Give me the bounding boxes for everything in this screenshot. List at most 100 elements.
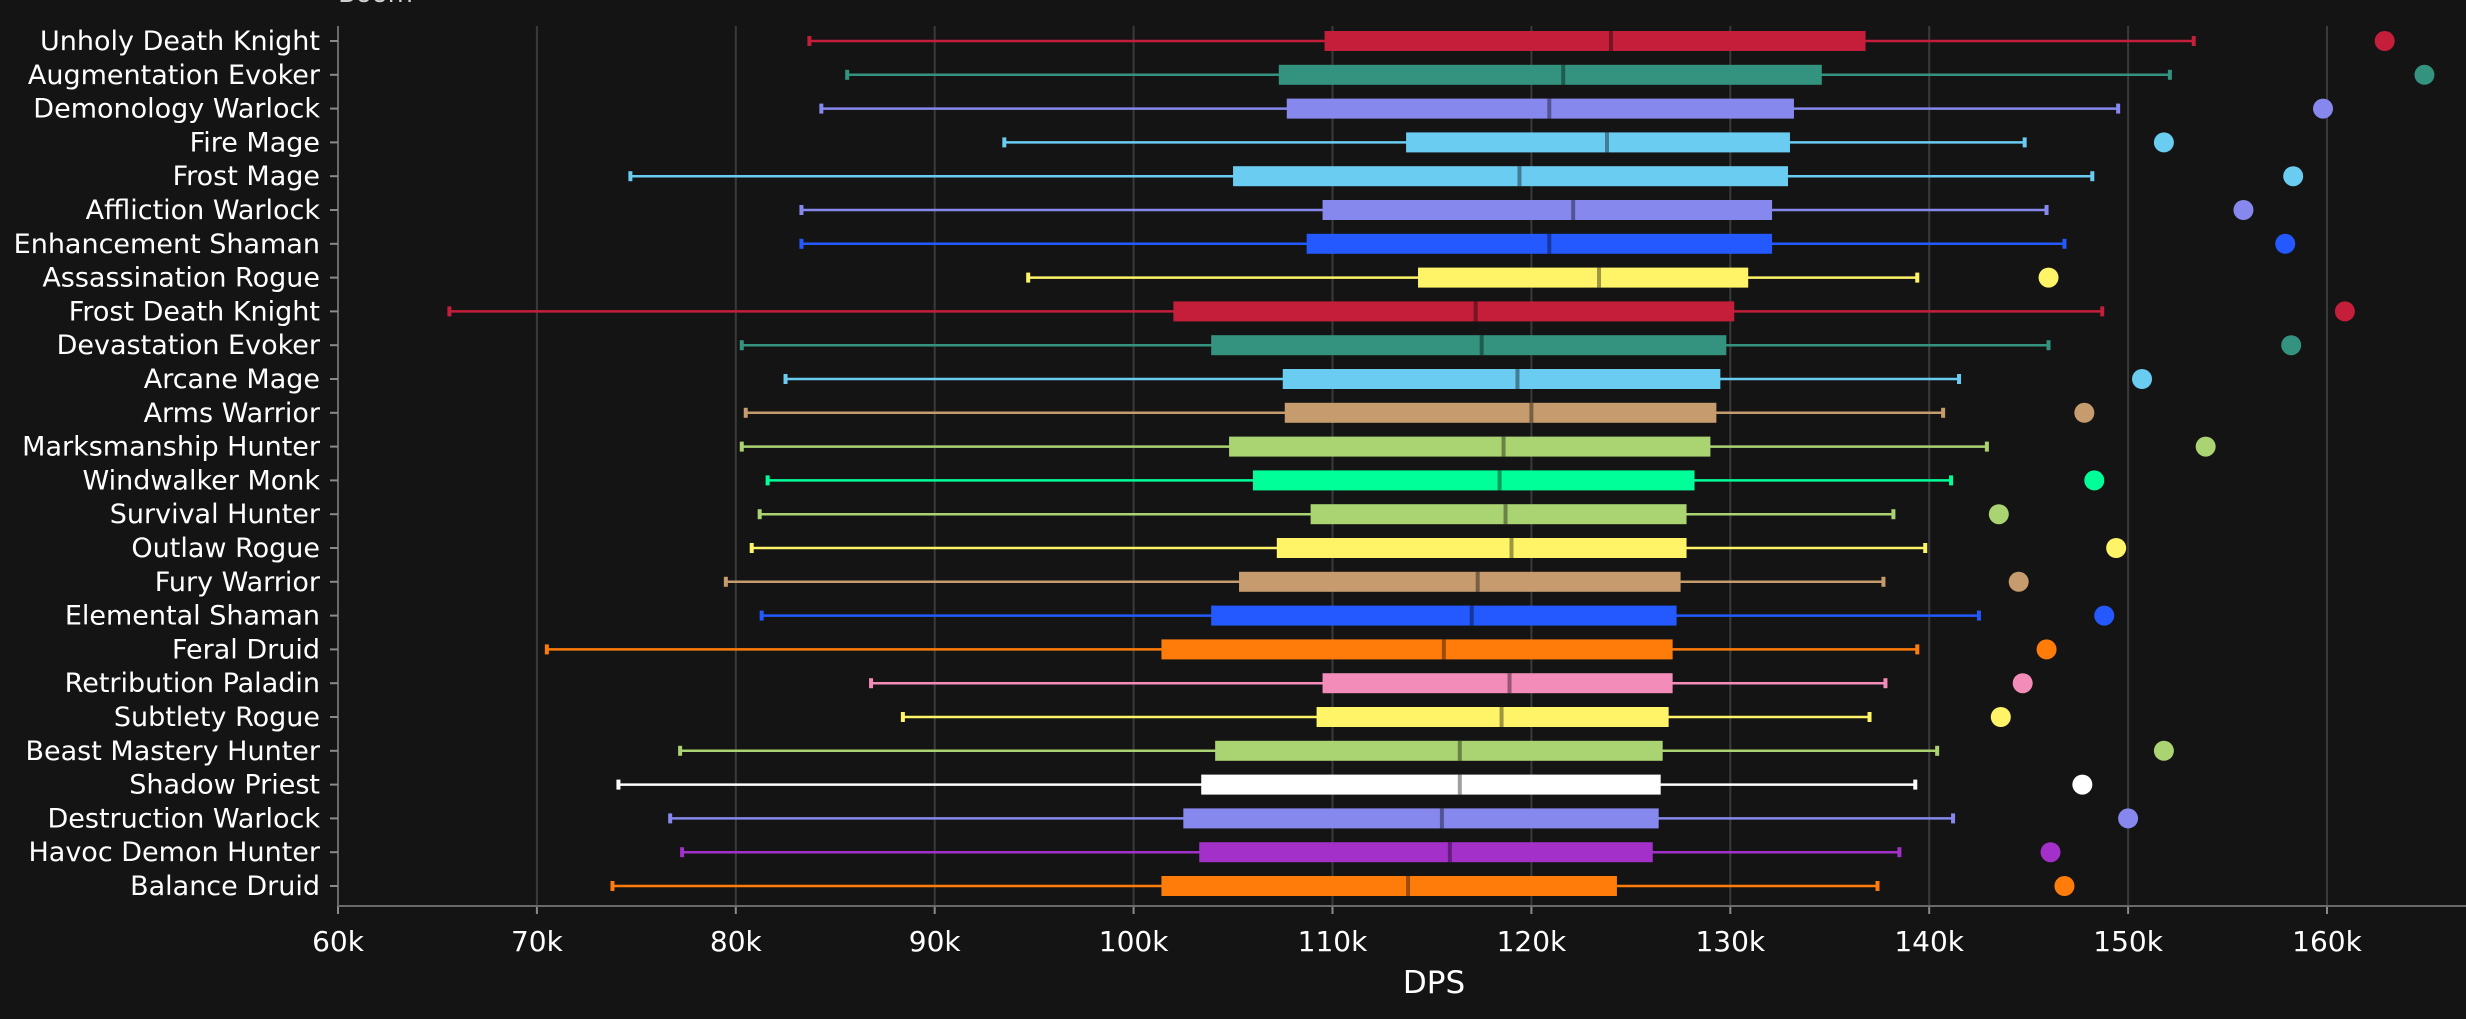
spec-label-demonology-warlock: Demonology Warlock <box>33 94 320 125</box>
iqr-box[interactable] <box>1252 470 1695 491</box>
iqr-box[interactable] <box>1282 369 1721 389</box>
iqr-box[interactable] <box>1183 808 1659 829</box>
box-row-demonology-warlock[interactable] <box>330 98 2334 119</box>
iqr-box[interactable] <box>1324 31 1866 51</box>
iqr-box[interactable] <box>1239 571 1681 592</box>
iqr-box[interactable] <box>1161 876 1617 896</box>
box-row-windwalker-monk[interactable] <box>330 470 2105 491</box>
box-row-marksmanship-hunter[interactable] <box>330 436 2216 457</box>
spec-label-shadow-priest: Shadow Priest <box>129 770 320 801</box>
box-row-assassination-rogue[interactable] <box>330 267 2059 288</box>
spec-label-enhancement-shaman: Enhancement Shaman <box>14 229 320 260</box>
x-tick-label: 60k <box>312 925 365 958</box>
iqr-box[interactable] <box>1201 774 1661 795</box>
spec-label-frost-mage: Frost Mage <box>173 161 320 192</box>
box-row-elemental-shaman[interactable] <box>330 605 2115 626</box>
iqr-box[interactable] <box>1276 538 1687 558</box>
iqr-box[interactable] <box>1418 267 1749 288</box>
box-row-fire-mage[interactable] <box>330 132 2174 153</box>
iqr-box[interactable] <box>1199 842 1653 863</box>
iqr-box[interactable] <box>1286 98 1794 119</box>
x-tick-labels: 60k 70k 80k 90k 100k 110k 120k 130k 140k 150k 160k <box>312 925 2363 958</box>
box-row-arcane-mage[interactable] <box>330 369 2153 389</box>
max-point-dot[interactable] <box>2036 639 2057 660</box>
box-row-frost-death-knight[interactable] <box>330 301 2355 322</box>
max-point-dot[interactable] <box>2040 842 2061 863</box>
iqr-box[interactable] <box>1406 132 1790 153</box>
max-point-dot[interactable] <box>2054 876 2075 896</box>
spec-label-unholy-death-knight: Unholy Death Knight <box>40 26 320 57</box>
box-row-fury-warrior[interactable] <box>330 571 2029 592</box>
spec-label-windwalker-monk: Windwalker Monk <box>82 465 320 496</box>
max-point-dot[interactable] <box>2094 605 2115 626</box>
spec-label-arms-warrior: Arms Warrior <box>144 398 321 429</box>
iqr-box[interactable] <box>1322 200 1773 220</box>
spec-label-outlaw-rogue: Outlaw Rogue <box>131 533 320 564</box>
spec-label-augmentation-evoker: Augmentation Evoker <box>28 60 321 91</box>
box-row-augmentation-evoker[interactable] <box>330 64 2435 85</box>
iqr-box[interactable] <box>1278 64 1822 85</box>
max-point-dot[interactable] <box>2008 571 2029 592</box>
max-point-dot[interactable] <box>2334 301 2355 322</box>
max-point-dot[interactable] <box>2132 369 2153 389</box>
box-row-frost-mage[interactable] <box>330 166 2304 187</box>
spec-label-havoc-demon-hunter: Havoc Demon Hunter <box>28 837 320 868</box>
max-point-dot[interactable] <box>2374 31 2395 51</box>
iqr-box[interactable] <box>1215 740 1663 761</box>
max-point-dot[interactable] <box>2275 233 2296 254</box>
spec-label-assassination-rogue: Assassination Rogue <box>42 263 320 294</box>
max-point-dot[interactable] <box>2283 166 2304 187</box>
max-point-dot[interactable] <box>2012 673 2033 694</box>
box-row-devastation-evoker[interactable] <box>330 335 2302 356</box>
iqr-box[interactable] <box>1284 402 1717 423</box>
max-point-dot[interactable] <box>2195 436 2216 457</box>
x-axis-title: DPS <box>1403 965 1465 1001</box>
box-row-enhancement-shaman[interactable] <box>330 233 2296 254</box>
max-point-dot[interactable] <box>2118 808 2139 829</box>
spec-label-affliction-warlock: Affliction Warlock <box>86 195 321 226</box>
box-row-feral-druid[interactable] <box>330 639 2057 660</box>
x-tick-label: 80k <box>710 925 763 958</box>
x-tick-label: 70k <box>511 925 564 958</box>
max-point-dot[interactable] <box>2233 200 2254 220</box>
iqr-box[interactable] <box>1306 233 1773 254</box>
iqr-box[interactable] <box>1173 301 1735 322</box>
iqr-box[interactable] <box>1316 707 1669 727</box>
max-point-dot[interactable] <box>1990 707 2011 727</box>
iqr-box[interactable] <box>1229 436 1711 457</box>
max-point-dot[interactable] <box>1988 504 2009 525</box>
max-point-dot[interactable] <box>2153 132 2174 153</box>
chart-title: Boom <box>338 0 413 9</box>
iqr-box[interactable] <box>1310 504 1687 525</box>
max-point-dot[interactable] <box>2281 335 2302 356</box>
max-point-dot[interactable] <box>2084 470 2105 491</box>
box-row-beast-mastery-hunter[interactable] <box>330 740 2174 761</box>
box-row-outlaw-rogue[interactable] <box>330 538 2127 558</box>
iqr-box[interactable] <box>1322 673 1673 694</box>
max-point-dot[interactable] <box>2106 538 2127 558</box>
max-point-dot[interactable] <box>2074 402 2095 423</box>
max-point-dot[interactable] <box>2038 267 2059 288</box>
box-row-survival-hunter[interactable] <box>330 504 2009 525</box>
max-point-dot[interactable] <box>2414 64 2435 85</box>
x-tick-label: 140k <box>1894 925 1964 958</box>
box-row-retribution-paladin[interactable] <box>330 673 2033 694</box>
box-row-shadow-priest[interactable] <box>330 774 2093 795</box>
box-row-destruction-warlock[interactable] <box>330 808 2139 829</box>
iqr-box[interactable] <box>1233 166 1788 187</box>
max-point-dot[interactable] <box>2153 740 2174 761</box>
spec-label-beast-mastery-hunter: Beast Mastery Hunter <box>25 736 320 767</box>
iqr-box[interactable] <box>1211 335 1727 356</box>
box-row-affliction-warlock[interactable] <box>330 200 2254 220</box>
box-row-havoc-demon-hunter[interactable] <box>330 842 2061 863</box>
max-point-dot[interactable] <box>2313 98 2334 119</box>
iqr-box[interactable] <box>1211 605 1677 626</box>
spec-label-arcane-mage: Arcane Mage <box>144 364 320 395</box>
box-row-arms-warrior[interactable] <box>330 402 2095 423</box>
max-point-dot[interactable] <box>2072 774 2093 795</box>
iqr-box[interactable] <box>1161 639 1673 660</box>
box-row-unholy-death-knight[interactable] <box>330 31 2395 51</box>
box-row-balance-druid[interactable] <box>330 876 2075 896</box>
box-row-subtlety-rogue[interactable] <box>330 707 2011 727</box>
